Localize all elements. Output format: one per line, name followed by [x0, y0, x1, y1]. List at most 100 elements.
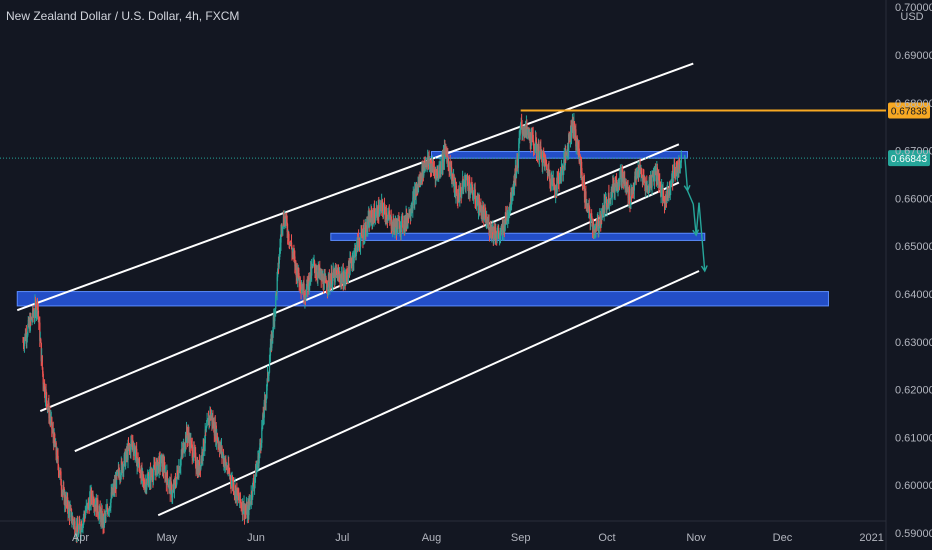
- candle-body: [383, 209, 385, 215]
- candle-body: [649, 179, 651, 190]
- candle-body: [384, 209, 386, 217]
- candle-body: [578, 148, 580, 162]
- candle-body: [36, 300, 39, 312]
- candle-body: [37, 310, 40, 317]
- candle-body: [69, 508, 71, 518]
- candle-body: [268, 372, 270, 376]
- y-tick-label: 0.64000: [895, 289, 932, 301]
- candle-body: [127, 445, 129, 460]
- candle-body: [305, 296, 307, 298]
- candle-body: [459, 187, 461, 201]
- candle-body: [597, 219, 600, 230]
- candle-body: [375, 209, 378, 217]
- candle-body: [206, 425, 208, 428]
- y-tick-label: 0.69000: [895, 50, 932, 62]
- candle-body: [305, 287, 308, 297]
- candle-body: [606, 207, 608, 210]
- candle-body: [46, 392, 48, 401]
- candle-body: [376, 207, 379, 219]
- candle-body: [581, 161, 583, 173]
- candle-body: [533, 141, 535, 149]
- candle-body: [518, 143, 520, 157]
- forecast-segment: [695, 202, 700, 236]
- candle-body: [255, 467, 258, 477]
- candle-body: [442, 156, 444, 167]
- x-tick-label: Nov: [686, 532, 706, 544]
- candle-body: [299, 277, 301, 287]
- y-tick-label: 0.59000: [895, 528, 932, 540]
- candle-body: [629, 188, 631, 204]
- candle-body: [589, 209, 591, 217]
- candle-body: [470, 182, 472, 193]
- candle-body: [46, 400, 48, 409]
- candle-body: [207, 419, 209, 421]
- candle-body: [123, 464, 125, 472]
- candle-body: [191, 444, 193, 458]
- x-tick-label: May: [156, 532, 177, 544]
- candle-body: [670, 180, 672, 189]
- candle-body: [474, 189, 476, 202]
- candle-body: [447, 158, 449, 164]
- candle-body: [488, 222, 490, 234]
- candle-body: [74, 521, 76, 534]
- forecast-arrowhead: [700, 265, 708, 273]
- candle-body: [73, 521, 75, 525]
- candle-body: [139, 462, 141, 469]
- candle-body: [232, 482, 235, 493]
- candle-body: [146, 485, 148, 490]
- forecast-segment: [692, 204, 697, 236]
- candle-body: [153, 464, 155, 473]
- channel-line: [16, 62, 694, 312]
- candle-body: [51, 417, 53, 429]
- candle-body: [246, 510, 249, 519]
- candle-body: [276, 277, 278, 294]
- chart-title: New Zealand Dollar / U.S. Dollar, 4h, FX…: [6, 9, 239, 23]
- candle-body: [204, 429, 206, 444]
- candle-body: [172, 492, 174, 498]
- candle-body: [364, 229, 366, 238]
- candle-body: [585, 191, 587, 207]
- candle-body: [296, 267, 298, 281]
- candle-body: [40, 339, 42, 343]
- candle-body: [360, 238, 362, 247]
- candle-body: [42, 373, 44, 385]
- candle-body: [311, 266, 313, 276]
- candle-body: [511, 195, 513, 202]
- x-tick-label: Apr: [72, 532, 89, 544]
- candle-body: [556, 175, 558, 192]
- candle-body: [446, 155, 449, 163]
- candle-body: [225, 459, 227, 463]
- candle-body: [679, 164, 682, 169]
- candle-body: [174, 479, 176, 491]
- candle-body: [402, 227, 404, 229]
- candle-body: [477, 195, 479, 212]
- x-tick-label: Jun: [247, 532, 265, 544]
- candle-body: [596, 221, 599, 228]
- candle-body: [651, 174, 653, 188]
- candle-body: [166, 471, 169, 480]
- candle-body: [120, 461, 122, 476]
- candle-body: [348, 261, 350, 269]
- candle-body: [52, 429, 54, 438]
- candle-body: [576, 137, 578, 147]
- candle-body: [608, 204, 611, 206]
- candle-body: [341, 277, 344, 283]
- candle-body: [221, 446, 223, 456]
- y-tick-label: 0.62000: [895, 385, 932, 397]
- candle-body: [412, 197, 414, 211]
- candle-body: [116, 470, 119, 475]
- candle-body: [336, 272, 338, 274]
- candle-body: [535, 138, 537, 151]
- candle-body: [78, 521, 80, 529]
- forecast-segment: [686, 190, 694, 205]
- candle-body: [290, 242, 293, 249]
- candle-body: [490, 224, 492, 233]
- candle-body: [604, 200, 606, 210]
- candle-body: [41, 355, 43, 368]
- candle-body: [259, 443, 261, 451]
- candle-body: [542, 154, 544, 166]
- candle-body: [256, 466, 258, 468]
- y-tick-label: 0.63000: [895, 337, 932, 349]
- candle-body: [398, 220, 401, 233]
